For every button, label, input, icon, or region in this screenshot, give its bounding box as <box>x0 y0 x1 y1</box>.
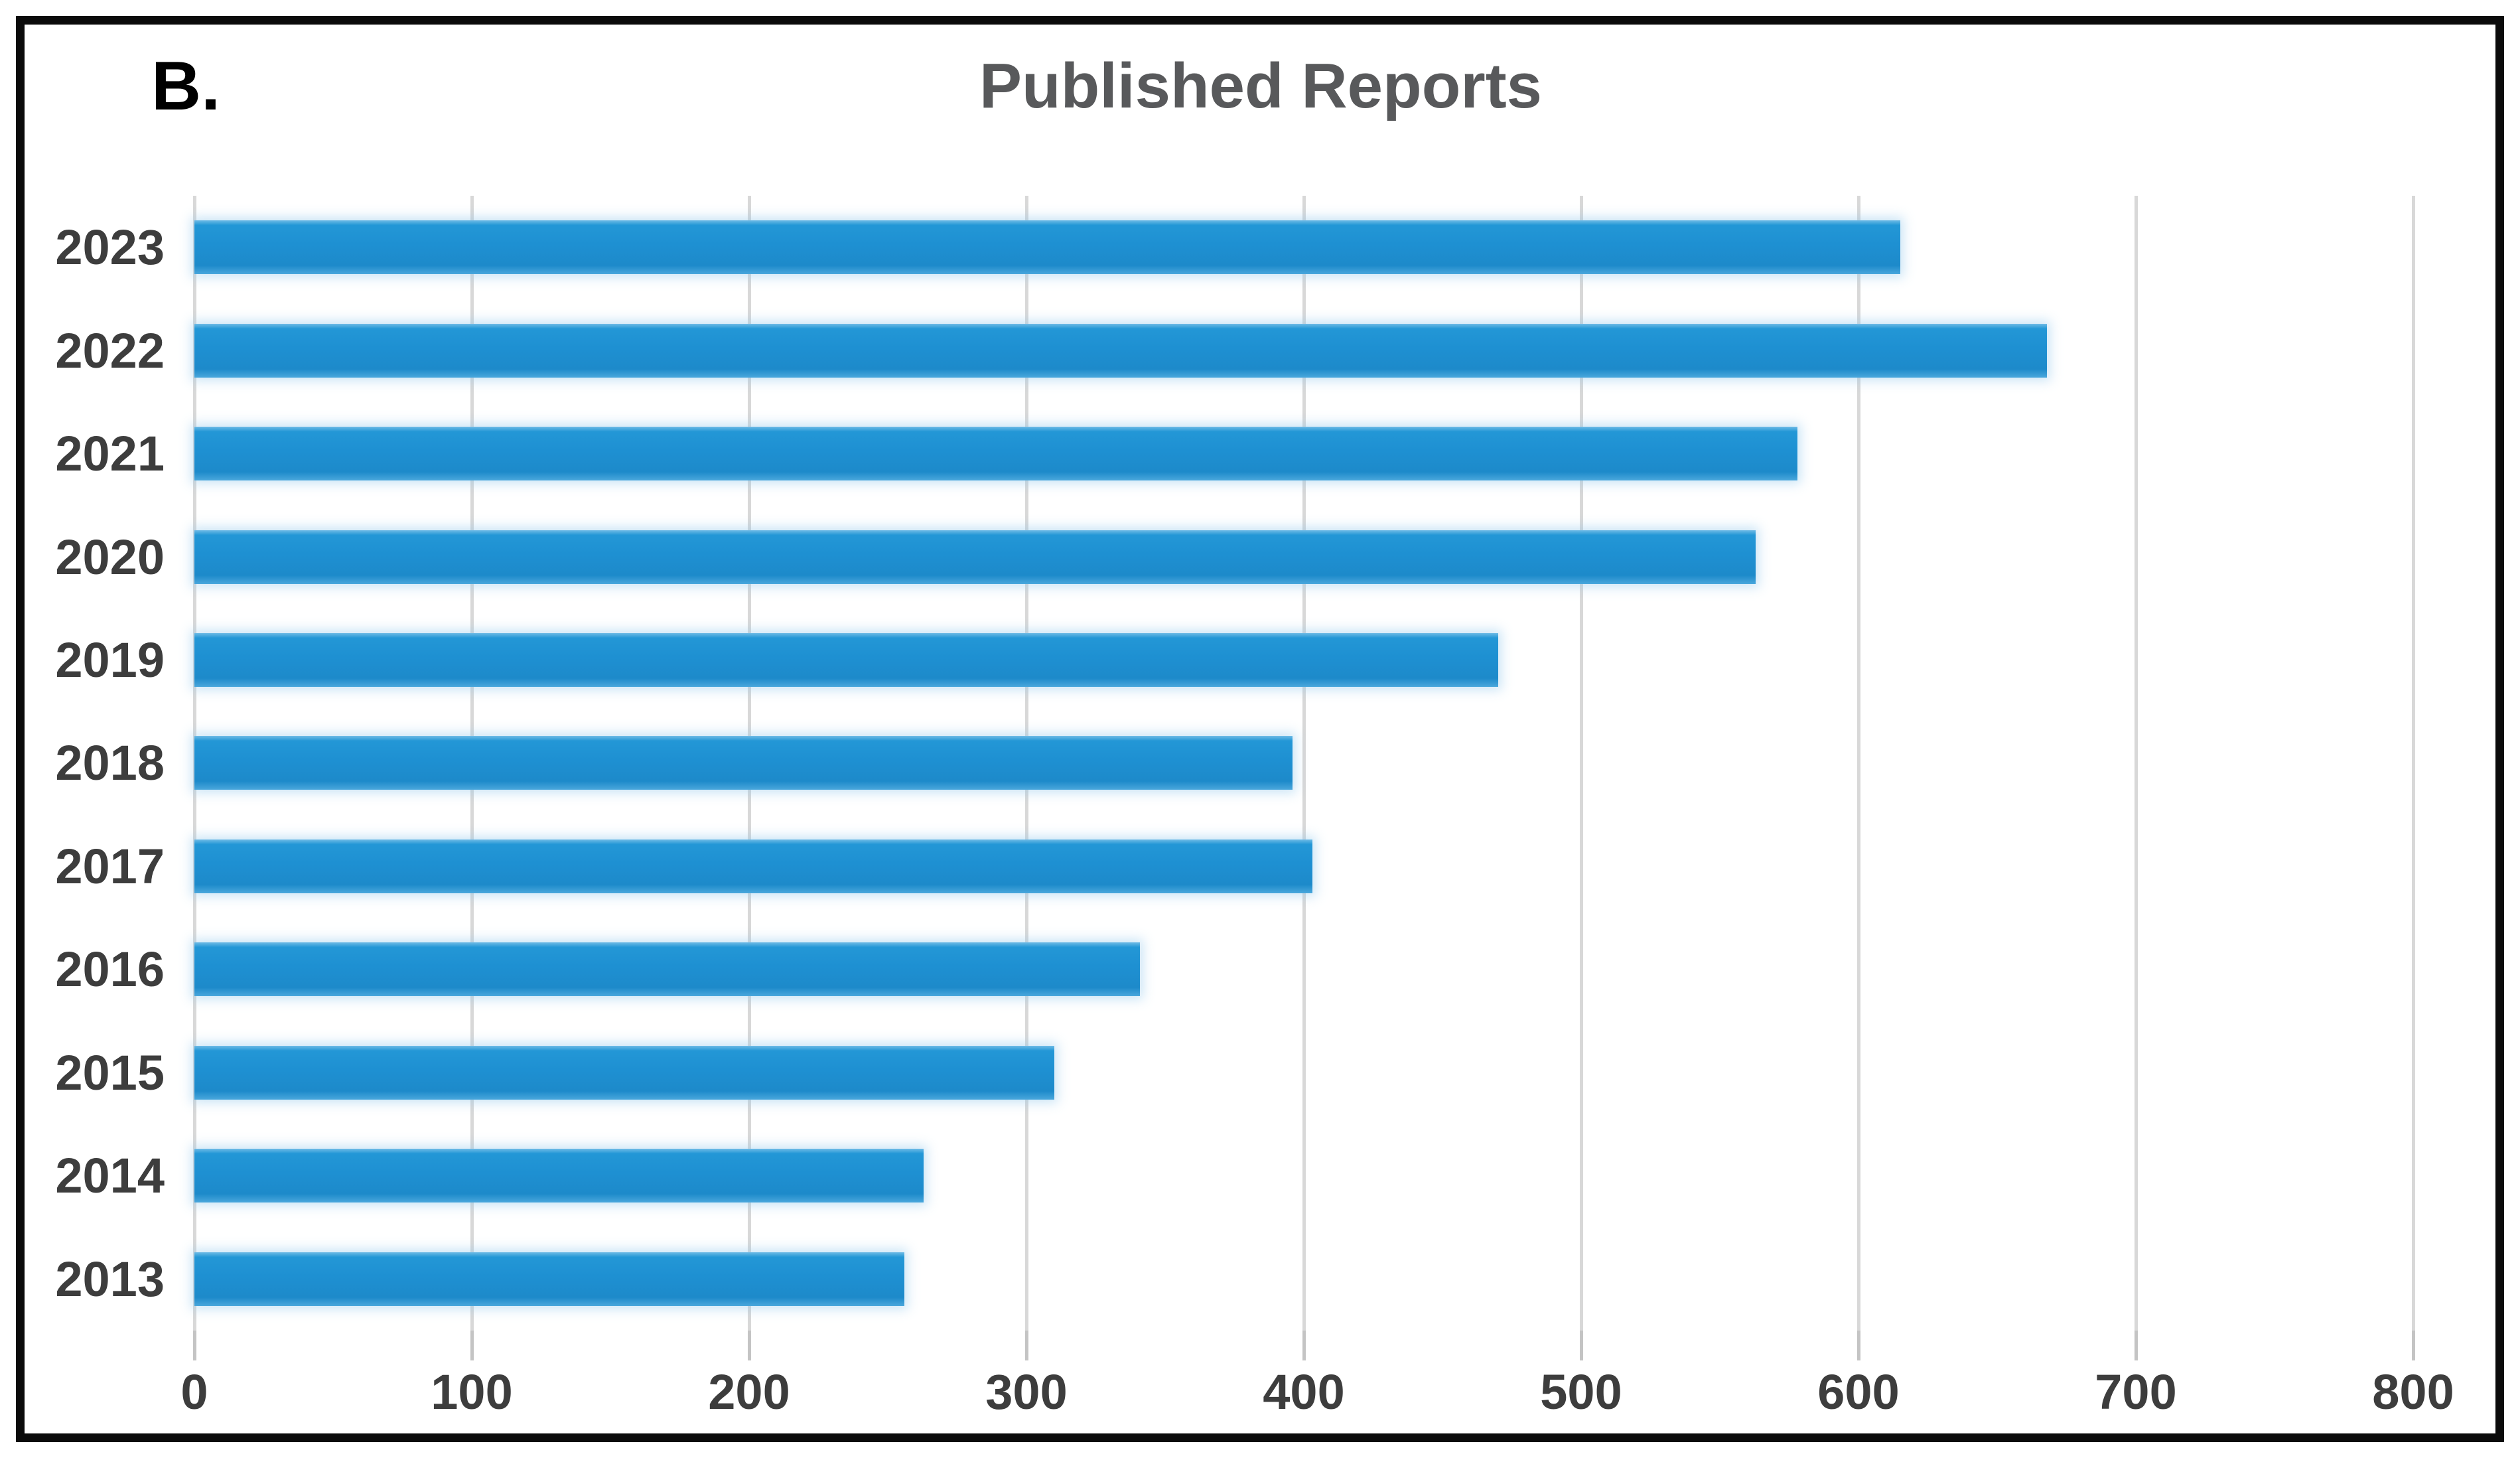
bar-2019 <box>194 633 1498 688</box>
y-label-2018: 2018 <box>55 735 165 791</box>
x-tick-300 <box>1025 1331 1028 1360</box>
bar-row-2013 <box>194 1228 2413 1331</box>
bar-2018 <box>194 736 1293 790</box>
x-tick-700 <box>2135 1331 2138 1360</box>
panel-label: B. <box>151 48 220 125</box>
y-label-2013: 2013 <box>55 1251 165 1307</box>
x-tick-label-400: 400 <box>1263 1364 1345 1420</box>
y-label-2023: 2023 <box>55 220 165 275</box>
x-tick-600 <box>1857 1331 1860 1360</box>
x-tick-800 <box>2412 1331 2415 1360</box>
bar-row-2015 <box>194 1021 2413 1124</box>
x-axis: 0 100 200 300 400 500 600 700 800 <box>180 1331 2454 1443</box>
bar-row-2020 <box>194 505 2413 608</box>
x-tick-label-0: 0 <box>180 1364 208 1420</box>
y-label-2020: 2020 <box>55 529 165 585</box>
x-tick-500 <box>1580 1331 1583 1360</box>
bar-2020 <box>194 530 1756 584</box>
bar-row-2023 <box>194 196 2413 299</box>
x-tick-label-200: 200 <box>708 1364 790 1420</box>
bar-row-2017 <box>194 815 2413 918</box>
x-tick-200 <box>748 1331 751 1360</box>
x-tick-label-300: 300 <box>985 1364 1068 1420</box>
bar-2016 <box>194 942 1141 997</box>
bar-row-2014 <box>194 1124 2413 1227</box>
chart-title: Published Reports <box>979 50 1543 121</box>
bar-2017 <box>194 839 1312 893</box>
x-tick-0 <box>193 1331 196 1360</box>
bar-2015 <box>194 1045 1054 1100</box>
x-tick-400 <box>1302 1331 1306 1360</box>
x-tick-label-800: 800 <box>2372 1364 2454 1420</box>
gridline-600 <box>1857 196 1860 1331</box>
gridline-700 <box>2135 196 2138 1331</box>
y-label-2017: 2017 <box>55 838 165 894</box>
bar-2022 <box>194 323 2048 378</box>
bar-row-2022 <box>194 299 2413 401</box>
x-tick-label-100: 100 <box>431 1364 513 1420</box>
bar-2014 <box>194 1149 924 1203</box>
y-axis-labels: 2023 2022 2021 2020 2019 2018 2017 2016 2015 2014… <box>0 196 165 1331</box>
bar-row-2021 <box>194 402 2413 505</box>
gridline-400 <box>1302 196 1306 1331</box>
y-label-2016: 2016 <box>55 942 165 997</box>
bar-row-2018 <box>194 711 2413 814</box>
x-tick-label-500: 500 <box>1540 1364 1622 1420</box>
y-label-2019: 2019 <box>55 632 165 688</box>
gridline-800 <box>2412 196 2415 1331</box>
bar-2023 <box>194 220 1900 275</box>
y-label-2015: 2015 <box>55 1045 165 1100</box>
x-tick-label-600: 600 <box>1817 1364 1900 1420</box>
bar-2013 <box>194 1252 905 1306</box>
y-label-2014: 2014 <box>55 1148 165 1204</box>
x-tick-label-700: 700 <box>2095 1364 2177 1420</box>
bar-row-2019 <box>194 609 2413 711</box>
gridline-500 <box>1580 196 1583 1331</box>
bar-rows <box>194 196 2413 1331</box>
x-tick-100 <box>470 1331 474 1360</box>
y-label-2022: 2022 <box>55 323 165 378</box>
y-label-2021: 2021 <box>55 426 165 482</box>
bar-2021 <box>194 427 1798 481</box>
plot-area: 2023 2022 2021 2020 2019 2018 2017 2016 2015 2014… <box>55 196 2454 1417</box>
bar-row-2016 <box>194 918 2413 1021</box>
